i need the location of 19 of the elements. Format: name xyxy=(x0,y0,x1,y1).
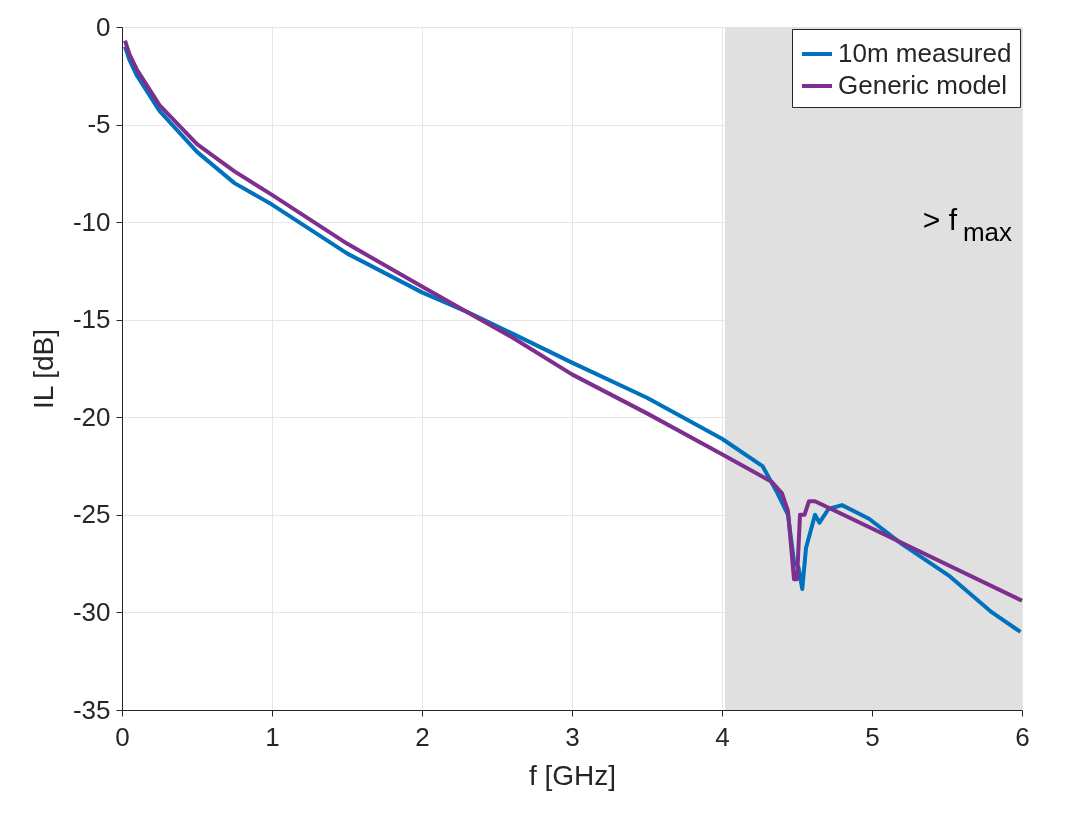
x-tick-label: 3 xyxy=(565,721,580,752)
x-tick-label: 2 xyxy=(415,721,430,752)
y-tick-label: -10 xyxy=(72,206,111,237)
y-tick-label: -25 xyxy=(72,499,111,530)
y-tick-label: -20 xyxy=(72,401,111,432)
y-tick-label: -30 xyxy=(72,596,111,627)
y-tick-label: -35 xyxy=(72,694,111,725)
x-axis-title: f [GHz] xyxy=(528,759,617,791)
y-tick-label: 0 xyxy=(96,11,111,42)
x-tick-label: 5 xyxy=(865,721,880,752)
x-tick-label: 1 xyxy=(265,721,280,752)
x-tick-label: 4 xyxy=(715,721,730,752)
legend-label: 10m measured xyxy=(838,38,1012,68)
legend-label: Generic model xyxy=(838,70,1008,100)
x-tick-label: 0 xyxy=(115,721,130,752)
y-tick-label: -5 xyxy=(87,109,111,140)
y-axis-title: IL [dB] xyxy=(27,329,59,409)
x-tick-label: 6 xyxy=(1015,721,1030,752)
y-tick-label: -15 xyxy=(72,304,111,335)
